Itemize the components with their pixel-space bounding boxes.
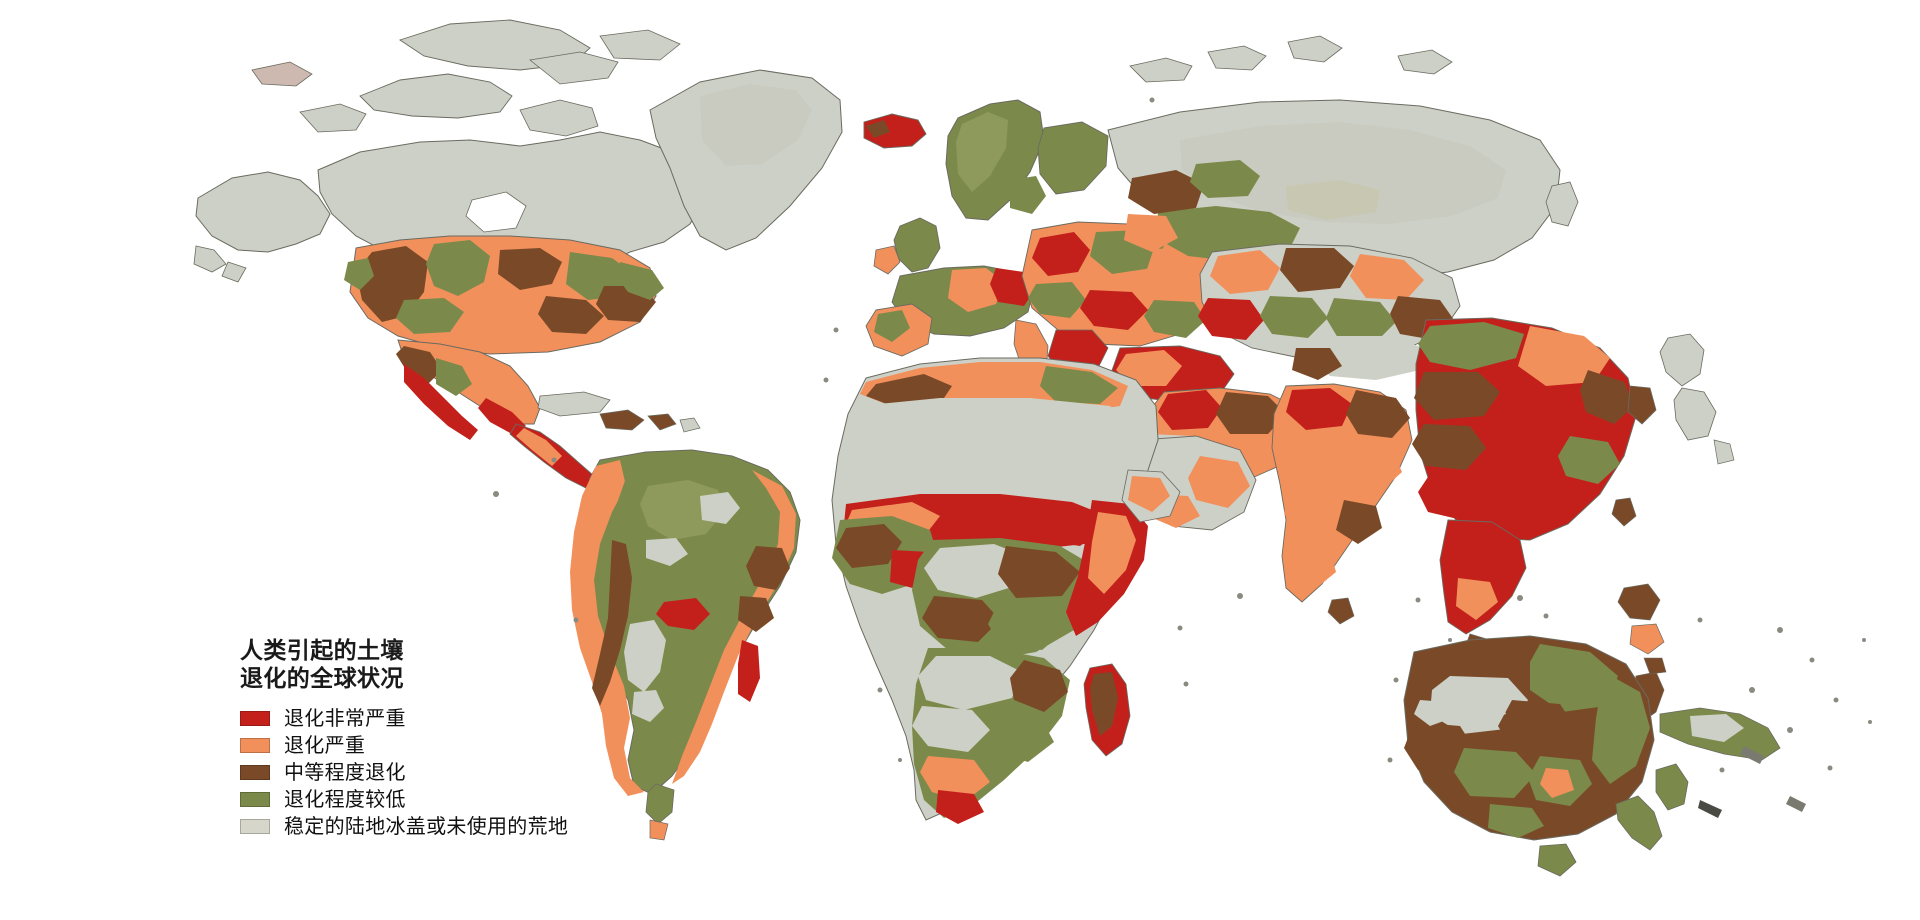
legend-label-moderate: 中等程度退化: [284, 761, 406, 784]
legend-item-low: 退化程度较低: [240, 787, 660, 812]
legend-swatch-moderate: [240, 765, 270, 781]
region-europe: [865, 99, 1235, 403]
region-south-asia: [1271, 383, 1413, 625]
legend-swatch-very-severe: [240, 711, 270, 727]
legend-swatch-severe: [240, 738, 270, 754]
map-legend: 人类引起的土壤 退化的全球状况 退化非常严重 退化严重 中等程度退化 退化程度较…: [240, 636, 660, 841]
region-north-asia: [1107, 35, 1579, 279]
pacific-islands: [493, 97, 1872, 818]
legend-label-severe: 退化严重: [284, 734, 366, 757]
region-africa: [831, 357, 1181, 824]
region-south-america: [570, 449, 801, 841]
region-greenland: [649, 69, 843, 251]
legend-swatch-stable: [240, 819, 270, 835]
region-new-zealand: [1615, 763, 1689, 851]
legend-swatch-low: [240, 792, 270, 808]
legend-title: 人类引起的土壤 退化的全球状况: [240, 637, 404, 692]
region-iceland: [863, 113, 927, 149]
legend-item-very-severe: 退化非常严重: [240, 706, 660, 731]
legend-label-low: 退化程度较低: [284, 788, 406, 811]
legend-label-stable: 稳定的陆地冰盖或未使用的荒地: [284, 815, 569, 838]
region-north-america: [193, 19, 707, 489]
region-australia: [1403, 635, 1655, 877]
legend-item-stable: 稳定的陆地冰盖或未使用的荒地: [240, 814, 660, 839]
legend-item-severe: 退化严重: [240, 733, 660, 758]
legend-label-very-severe: 退化非常严重: [284, 707, 406, 730]
region-east-asia: [1412, 317, 1735, 541]
region-central-asia: [1198, 243, 1461, 380]
legend-item-moderate: 中等程度退化: [240, 760, 660, 785]
